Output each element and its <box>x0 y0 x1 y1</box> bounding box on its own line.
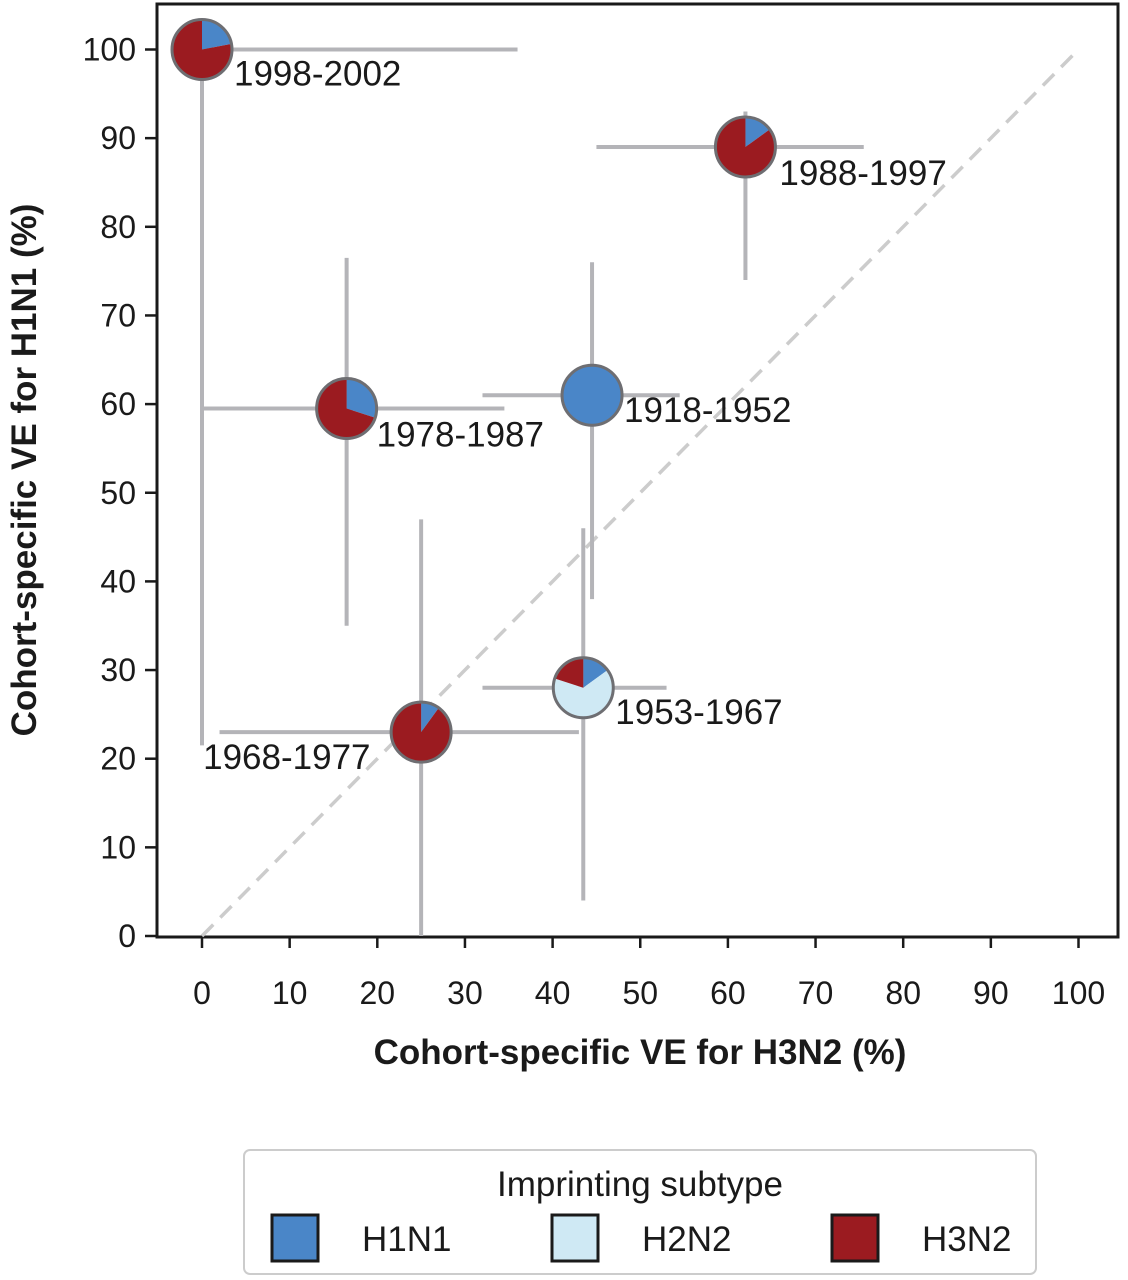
y-axis-label: Cohort-specific VE for H1N1 (%) <box>5 204 44 737</box>
pie-slice <box>421 702 439 733</box>
legend-title: Imprinting subtype <box>497 1165 783 1204</box>
pie-slice <box>346 378 377 418</box>
x-tick-label: 20 <box>360 975 396 1011</box>
x-tick-label: 50 <box>622 975 658 1011</box>
pie-marker <box>389 700 453 764</box>
legend: Imprinting subtype H1N1 H2N2 H3N2 <box>243 1149 1037 1275</box>
legend-entry: H1N1 <box>270 1213 451 1263</box>
pie-marker <box>560 363 624 427</box>
point-label: 1968-1977 <box>203 738 370 777</box>
y-tick-label: 50 <box>100 475 136 511</box>
pie-slice <box>554 657 584 688</box>
legend-swatch <box>270 1213 320 1263</box>
pie-slice <box>562 365 623 426</box>
pie-marker <box>315 377 379 441</box>
y-tick-label: 60 <box>100 386 136 422</box>
x-tick-label: 40 <box>535 975 571 1011</box>
y-tick-label: 0 <box>118 918 136 954</box>
pie-slice <box>316 378 376 439</box>
legend-swatch <box>830 1213 880 1263</box>
legend-label: H3N2 <box>922 1220 1011 1259</box>
x-axis-label: Cohort-specific VE for H3N2 (%) <box>374 1033 907 1072</box>
x-tick-label: 30 <box>447 975 483 1011</box>
y-tick-label: 70 <box>100 297 136 333</box>
y-tick-label: 90 <box>100 120 136 156</box>
pie-outline <box>551 656 615 720</box>
point-label: 1978-1987 <box>377 416 544 455</box>
y-tick-label: 30 <box>100 652 136 688</box>
y-tick-label: 80 <box>100 209 136 245</box>
pie-outline <box>713 115 777 179</box>
point-label: 1953-1967 <box>615 693 782 732</box>
x-tick-label: 70 <box>798 975 834 1011</box>
pie-slice <box>391 702 452 763</box>
y-tick-label: 100 <box>83 32 136 68</box>
x-tick-label: 60 <box>710 975 746 1011</box>
y-tick-label: 40 <box>100 563 136 599</box>
point-label: 1988-1997 <box>779 154 946 193</box>
pie-slice <box>715 117 776 178</box>
x-tick-label: 100 <box>1052 975 1105 1011</box>
pie-outline <box>170 18 234 81</box>
y-tick-label: 10 <box>100 829 136 865</box>
x-tick-label: 80 <box>885 975 921 1011</box>
point-label: 1998-2002 <box>234 55 401 94</box>
pie-outline <box>315 377 379 441</box>
x-tick-label: 90 <box>973 975 1009 1011</box>
legend-label: H2N2 <box>642 1220 731 1259</box>
pie-slice <box>553 670 614 718</box>
legend-swatch <box>550 1213 600 1263</box>
legend-entry: H2N2 <box>550 1213 731 1263</box>
pie-marker <box>551 656 615 720</box>
pie-slice <box>202 19 232 50</box>
plot-frame <box>155 2 1120 939</box>
pie-outline <box>560 363 624 427</box>
y-tick-label: 20 <box>100 741 136 777</box>
x-tick-label: 10 <box>272 975 308 1011</box>
legend-entry: H3N2 <box>830 1213 1011 1263</box>
pie-slice <box>172 19 232 80</box>
pie-marker <box>170 18 234 81</box>
pie-outline <box>389 700 453 764</box>
pie-marker <box>713 115 777 179</box>
point-label: 1918-1952 <box>624 391 791 430</box>
x-tick-label: 0 <box>193 975 211 1011</box>
legend-label: H1N1 <box>362 1220 451 1259</box>
